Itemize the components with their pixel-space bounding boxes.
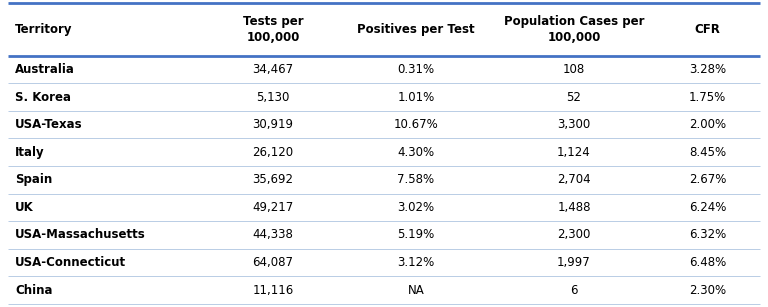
- Text: 3,300: 3,300: [558, 118, 591, 131]
- Text: Territory: Territory: [15, 23, 73, 36]
- Text: 5.19%: 5.19%: [397, 228, 435, 242]
- Text: S. Korea: S. Korea: [15, 91, 71, 103]
- Text: Population Cases per
100,000: Population Cases per 100,000: [504, 15, 644, 44]
- Text: 2,704: 2,704: [558, 173, 591, 186]
- Text: NA: NA: [408, 284, 425, 297]
- Text: 1.01%: 1.01%: [397, 91, 435, 103]
- Text: 3.02%: 3.02%: [397, 201, 435, 214]
- Text: 3.12%: 3.12%: [397, 256, 435, 269]
- Text: USA-Connecticut: USA-Connecticut: [15, 256, 126, 269]
- Text: 6.24%: 6.24%: [689, 201, 727, 214]
- Text: 4.30%: 4.30%: [397, 146, 435, 159]
- Text: 6.32%: 6.32%: [689, 228, 727, 242]
- Text: 52: 52: [567, 91, 581, 103]
- Text: USA-Texas: USA-Texas: [15, 118, 83, 131]
- Text: 34,467: 34,467: [253, 63, 293, 76]
- Text: UK: UK: [15, 201, 34, 214]
- Text: 7.58%: 7.58%: [397, 173, 435, 186]
- Text: USA-Massachusetts: USA-Massachusetts: [15, 228, 146, 242]
- Text: China: China: [15, 284, 53, 297]
- Text: 2.67%: 2.67%: [689, 173, 727, 186]
- Text: 2.00%: 2.00%: [689, 118, 727, 131]
- Text: 1,124: 1,124: [557, 146, 591, 159]
- Text: 44,338: 44,338: [253, 228, 293, 242]
- Text: 2,300: 2,300: [558, 228, 591, 242]
- Text: Australia: Australia: [15, 63, 75, 76]
- Text: 10.67%: 10.67%: [394, 118, 439, 131]
- Text: CFR: CFR: [695, 23, 720, 36]
- Text: 6: 6: [571, 284, 578, 297]
- Text: 5,130: 5,130: [257, 91, 290, 103]
- Text: Spain: Spain: [15, 173, 52, 186]
- Text: 1.75%: 1.75%: [689, 91, 727, 103]
- Text: 0.31%: 0.31%: [397, 63, 435, 76]
- Text: 8.45%: 8.45%: [689, 146, 727, 159]
- Text: 49,217: 49,217: [253, 201, 293, 214]
- Text: 6.48%: 6.48%: [689, 256, 727, 269]
- Text: 30,919: 30,919: [253, 118, 293, 131]
- Text: 3.28%: 3.28%: [689, 63, 727, 76]
- Text: Tests per
100,000: Tests per 100,000: [243, 15, 303, 44]
- Text: 1,997: 1,997: [557, 256, 591, 269]
- Text: 2.30%: 2.30%: [689, 284, 727, 297]
- Text: 26,120: 26,120: [253, 146, 293, 159]
- Text: 1,488: 1,488: [558, 201, 591, 214]
- Text: 108: 108: [563, 63, 585, 76]
- Text: Italy: Italy: [15, 146, 45, 159]
- Text: 11,116: 11,116: [253, 284, 293, 297]
- Text: Positives per Test: Positives per Test: [357, 23, 475, 36]
- Text: 35,692: 35,692: [253, 173, 293, 186]
- Text: 64,087: 64,087: [253, 256, 293, 269]
